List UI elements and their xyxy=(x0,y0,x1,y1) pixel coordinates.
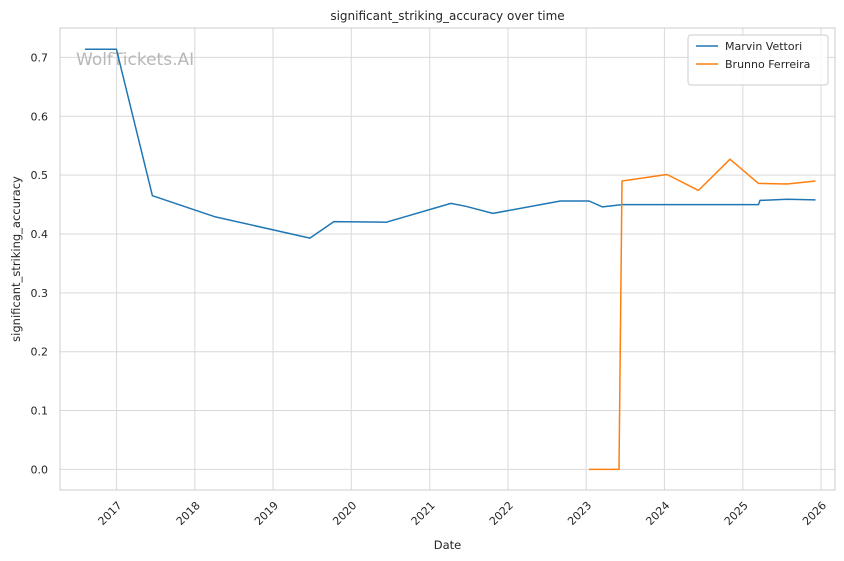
watermark: WolfTickets.AI xyxy=(76,50,194,70)
y-tick-label: 0.0 xyxy=(31,463,49,476)
grid-lines xyxy=(60,28,835,490)
y-tick-label: 0.3 xyxy=(31,287,49,300)
legend-label: Brunno Ferreira xyxy=(725,58,810,71)
legend: Marvin Vettori Brunno Ferreira xyxy=(687,34,829,86)
y-axis-tick-labels: 0.0 0.1 0.2 0.3 0.4 0.5 0.6 0.7 xyxy=(31,51,49,476)
x-axis-title: Date xyxy=(434,538,462,552)
legend-box xyxy=(687,34,829,86)
legend-label: Marvin Vettori xyxy=(725,40,802,53)
chart-title: significant_striking_accuracy over time xyxy=(330,9,564,23)
series-line-2 xyxy=(589,158,816,471)
series-line-1 xyxy=(84,48,816,239)
y-tick-label: 0.4 xyxy=(31,228,49,241)
y-axis-title: significant_striking_accuracy xyxy=(9,176,23,342)
plot-area-frame xyxy=(59,27,836,491)
y-tick-label: 0.5 xyxy=(31,169,49,182)
y-tick-label: 0.2 xyxy=(31,346,49,359)
y-tick-label: 0.6 xyxy=(31,110,49,123)
y-tick-label: 0.7 xyxy=(31,51,49,64)
series-layer xyxy=(84,48,816,471)
y-tick-label: 0.1 xyxy=(31,405,49,418)
